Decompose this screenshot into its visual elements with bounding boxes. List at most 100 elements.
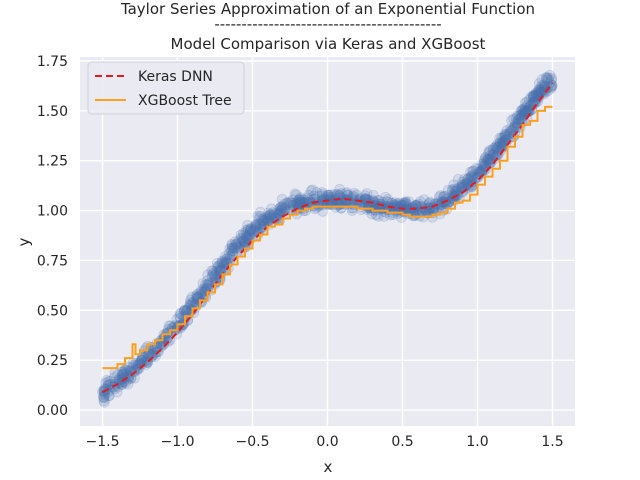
scatter-point: [483, 157, 495, 169]
x-tick-label: −1.5: [86, 434, 120, 450]
scatter-point: [263, 213, 274, 225]
scatter-point: [191, 289, 203, 300]
scatter-point: [264, 209, 276, 221]
scatter-point: [481, 154, 493, 165]
scatter-point: [407, 202, 418, 213]
scatter-point: [250, 221, 262, 233]
scatter-point: [345, 202, 357, 214]
scatter-point: [470, 162, 482, 174]
scatter-point: [522, 99, 534, 111]
scatter-point: [295, 192, 306, 204]
scatter-point: [137, 352, 149, 364]
tick-labels: −1.5 −1.0 −0.5 0.0 0.5 1.0 1.5 0.00 0.25 0.50 0.75…: [37, 54, 564, 450]
scatter-point: [534, 86, 546, 98]
scatter-point: [487, 144, 499, 156]
scatter-point: [141, 355, 152, 367]
x-axis-label: x: [324, 458, 333, 476]
scatter-point: [534, 84, 545, 96]
scatter-point: [242, 231, 254, 242]
scatter-point: [453, 183, 464, 194]
scatter-point: [334, 183, 346, 195]
scatter-point: [347, 190, 359, 202]
scatter-point: [233, 236, 244, 247]
scatter-point: [262, 210, 274, 222]
scatter-point: [141, 350, 153, 362]
scatter-point: [235, 237, 247, 249]
scatter-point: [499, 130, 511, 142]
scatter-point: [381, 196, 393, 208]
scatter-point: [227, 242, 239, 254]
scatter-point: [209, 270, 220, 281]
scatter-point: [135, 355, 147, 366]
x-tick-label: −1.0: [161, 434, 195, 450]
scatter-point: [446, 184, 458, 196]
scatter-point: [128, 359, 140, 371]
scatter-point: [202, 269, 214, 281]
scatter-point: [519, 104, 531, 116]
scatter-point: [492, 138, 504, 150]
scatter-point: [275, 205, 287, 217]
scatter-point: [216, 257, 228, 268]
scatter-point: [462, 173, 474, 184]
scatter-point: [303, 189, 315, 201]
scatter-point: [103, 390, 115, 402]
scatter-point: [197, 278, 209, 289]
scatter-point: [273, 207, 285, 219]
scatter-point: [499, 131, 511, 143]
scatter-point: [232, 242, 244, 253]
scatter-point: [448, 183, 460, 195]
scatter-point: [452, 173, 464, 185]
scatter-point: [210, 265, 222, 277]
scatter-point: [250, 221, 262, 232]
scatter-point: [472, 171, 484, 183]
scatter-point: [185, 299, 197, 310]
scatter-point: [254, 219, 266, 231]
scatter-point: [130, 363, 142, 375]
scatter-point: [275, 204, 287, 216]
scatter-point: [155, 341, 167, 353]
scatter-point: [300, 196, 312, 208]
scatter-point: [457, 180, 469, 191]
scatter-point: [257, 215, 269, 226]
scatter-point: [236, 244, 247, 256]
scatter-point: [535, 81, 547, 92]
scatter-point: [138, 351, 150, 362]
scatter-point: [208, 267, 219, 279]
chart-title: Taylor Series Approximation of an Expone…: [120, 0, 535, 18]
scatter-point: [491, 142, 503, 154]
scatter-point: [519, 102, 531, 114]
scatter-point: [403, 196, 415, 208]
scatter-point: [179, 304, 191, 316]
scatter-point: [484, 154, 495, 165]
scatter-point: [221, 252, 233, 264]
scatter-point: [505, 126, 516, 138]
scatter-point: [389, 197, 401, 209]
scatter-point: [468, 165, 479, 177]
scatter-point: [507, 124, 518, 136]
scatter-point: [521, 96, 533, 108]
scatter-point: [382, 194, 394, 205]
scatter-point: [511, 117, 523, 129]
scatter-point: [492, 147, 504, 159]
scatter-point: [495, 140, 507, 152]
scatter-point: [174, 308, 186, 319]
scatter-point: [536, 74, 548, 85]
scatter-point: [202, 275, 214, 286]
scatter-point: [220, 251, 231, 262]
scatter-point: [266, 203, 277, 215]
scatter-point: [236, 233, 248, 245]
scatter-point: [273, 208, 285, 220]
scatter-point: [448, 190, 460, 202]
scatter-point: [121, 365, 132, 377]
scatter-point: [290, 189, 302, 201]
scatter-point: [287, 194, 299, 206]
scatter-point: [237, 235, 249, 247]
scatter-point: [478, 159, 489, 171]
scatter-point: [462, 174, 474, 185]
scatter-point: [262, 207, 274, 219]
scatter-point: [506, 115, 518, 126]
scatter-point: [226, 240, 238, 251]
scatter-point: [465, 171, 477, 183]
scatter-point: [185, 294, 196, 306]
scatter-point: [456, 176, 468, 188]
